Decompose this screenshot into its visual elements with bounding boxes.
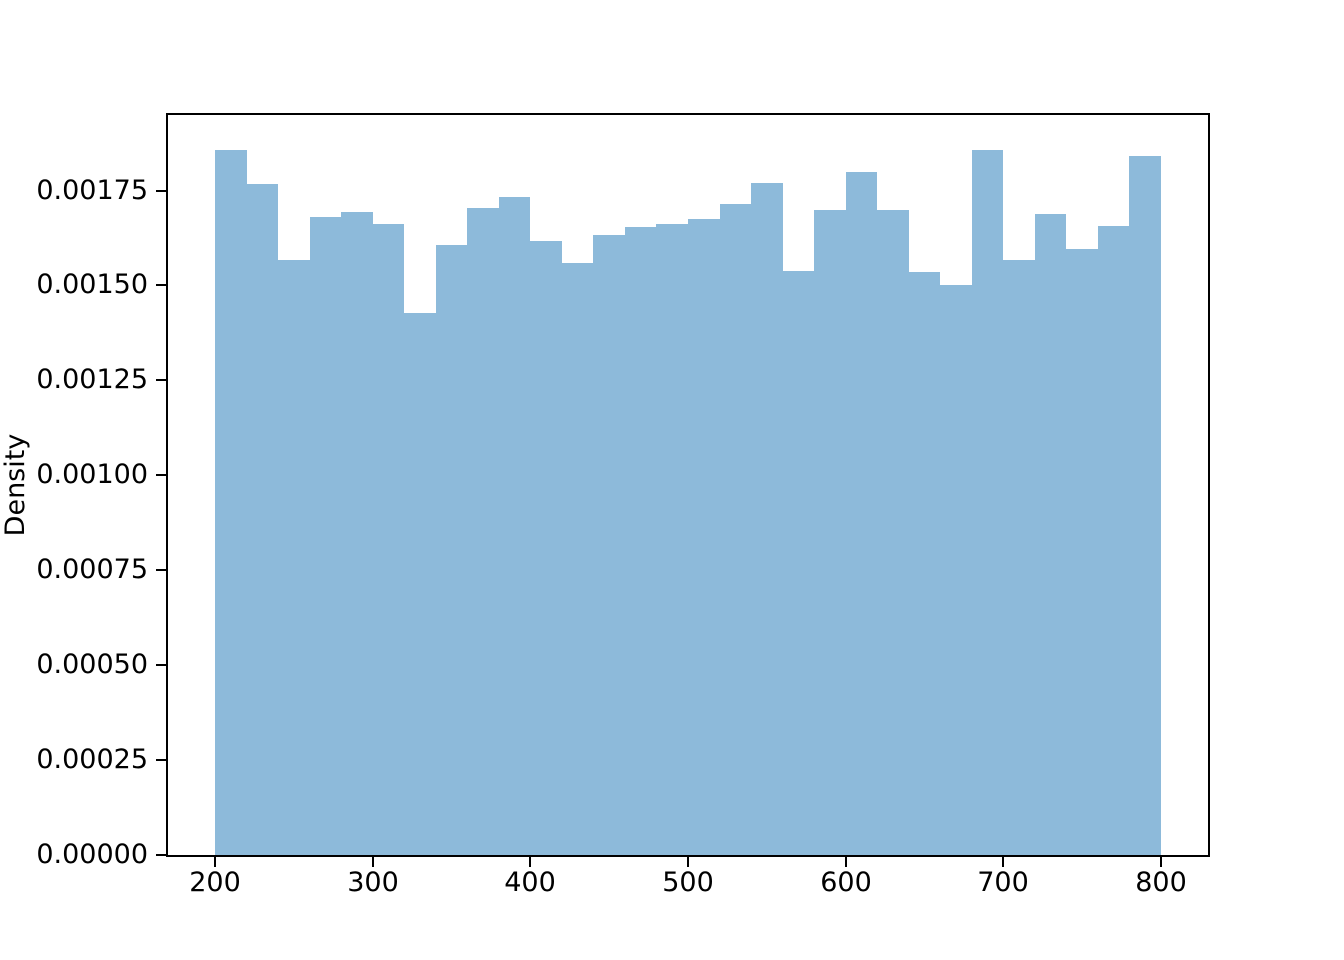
x-tick-label: 700 (977, 867, 1029, 898)
histogram-bar (499, 197, 530, 855)
x-tick-mark (1002, 857, 1004, 867)
histogram-bar (467, 208, 499, 855)
histogram-bar (1129, 156, 1161, 855)
histogram-bar (1098, 226, 1129, 855)
y-axis-label: Density (0, 433, 31, 537)
x-tick-mark (1160, 857, 1162, 867)
x-tick-mark (687, 857, 689, 867)
y-tick-label: 0.00025 (36, 744, 148, 775)
x-tick-mark (845, 857, 847, 867)
y-tick-mark (156, 190, 166, 192)
histogram-bar (846, 172, 877, 855)
histogram-bar (656, 224, 688, 855)
histogram-bar (247, 184, 278, 855)
x-tick-label: 400 (504, 867, 556, 898)
y-tick-mark (156, 569, 166, 571)
y-tick-label: 0.00050 (36, 649, 148, 680)
histogram-bar (278, 260, 310, 855)
histogram-bar (909, 272, 940, 855)
histogram-bar (215, 150, 247, 855)
histogram-bar (562, 263, 593, 855)
histogram-bar (530, 241, 562, 855)
x-tick-label: 800 (1135, 867, 1187, 898)
histogram-bar (751, 183, 783, 855)
y-tick-label: 0.00175 (36, 175, 148, 206)
histogram-bar (688, 219, 720, 855)
histogram-bar (1035, 214, 1066, 855)
histogram-bar (783, 271, 814, 855)
x-tick-mark (372, 857, 374, 867)
y-tick-mark (156, 854, 166, 856)
y-tick-mark (156, 474, 166, 476)
histogram-bar (972, 150, 1003, 855)
y-tick-mark (156, 664, 166, 666)
histogram-bar (877, 210, 909, 855)
histogram-bar (720, 204, 751, 855)
x-tick-label: 500 (662, 867, 714, 898)
x-tick-label: 300 (347, 867, 399, 898)
histogram-bar (373, 224, 404, 855)
y-tick-label: 0.00075 (36, 554, 148, 585)
histogram-bar (310, 217, 341, 855)
histogram-bar (625, 227, 656, 855)
x-tick-label: 600 (820, 867, 872, 898)
histogram-bar (814, 210, 846, 855)
histogram-bar (593, 235, 625, 855)
histogram-bar (1003, 260, 1035, 855)
y-tick-label: 0.00150 (36, 269, 148, 300)
histogram-bar (404, 313, 436, 855)
histogram-bar (341, 212, 373, 855)
x-tick-mark (214, 857, 216, 867)
y-tick-label: 0.00125 (36, 364, 148, 395)
y-tick-mark (156, 379, 166, 381)
histogram-bars-area (168, 115, 1208, 855)
x-tick-mark (529, 857, 531, 867)
histogram-bar (436, 245, 467, 855)
histogram-bar (940, 285, 972, 855)
x-tick-label: 200 (189, 867, 241, 898)
y-tick-mark (156, 759, 166, 761)
y-tick-label: 0.00100 (36, 459, 148, 490)
histogram-bar (1066, 249, 1098, 855)
y-tick-label: 0.00000 (36, 839, 148, 870)
y-tick-mark (156, 284, 166, 286)
